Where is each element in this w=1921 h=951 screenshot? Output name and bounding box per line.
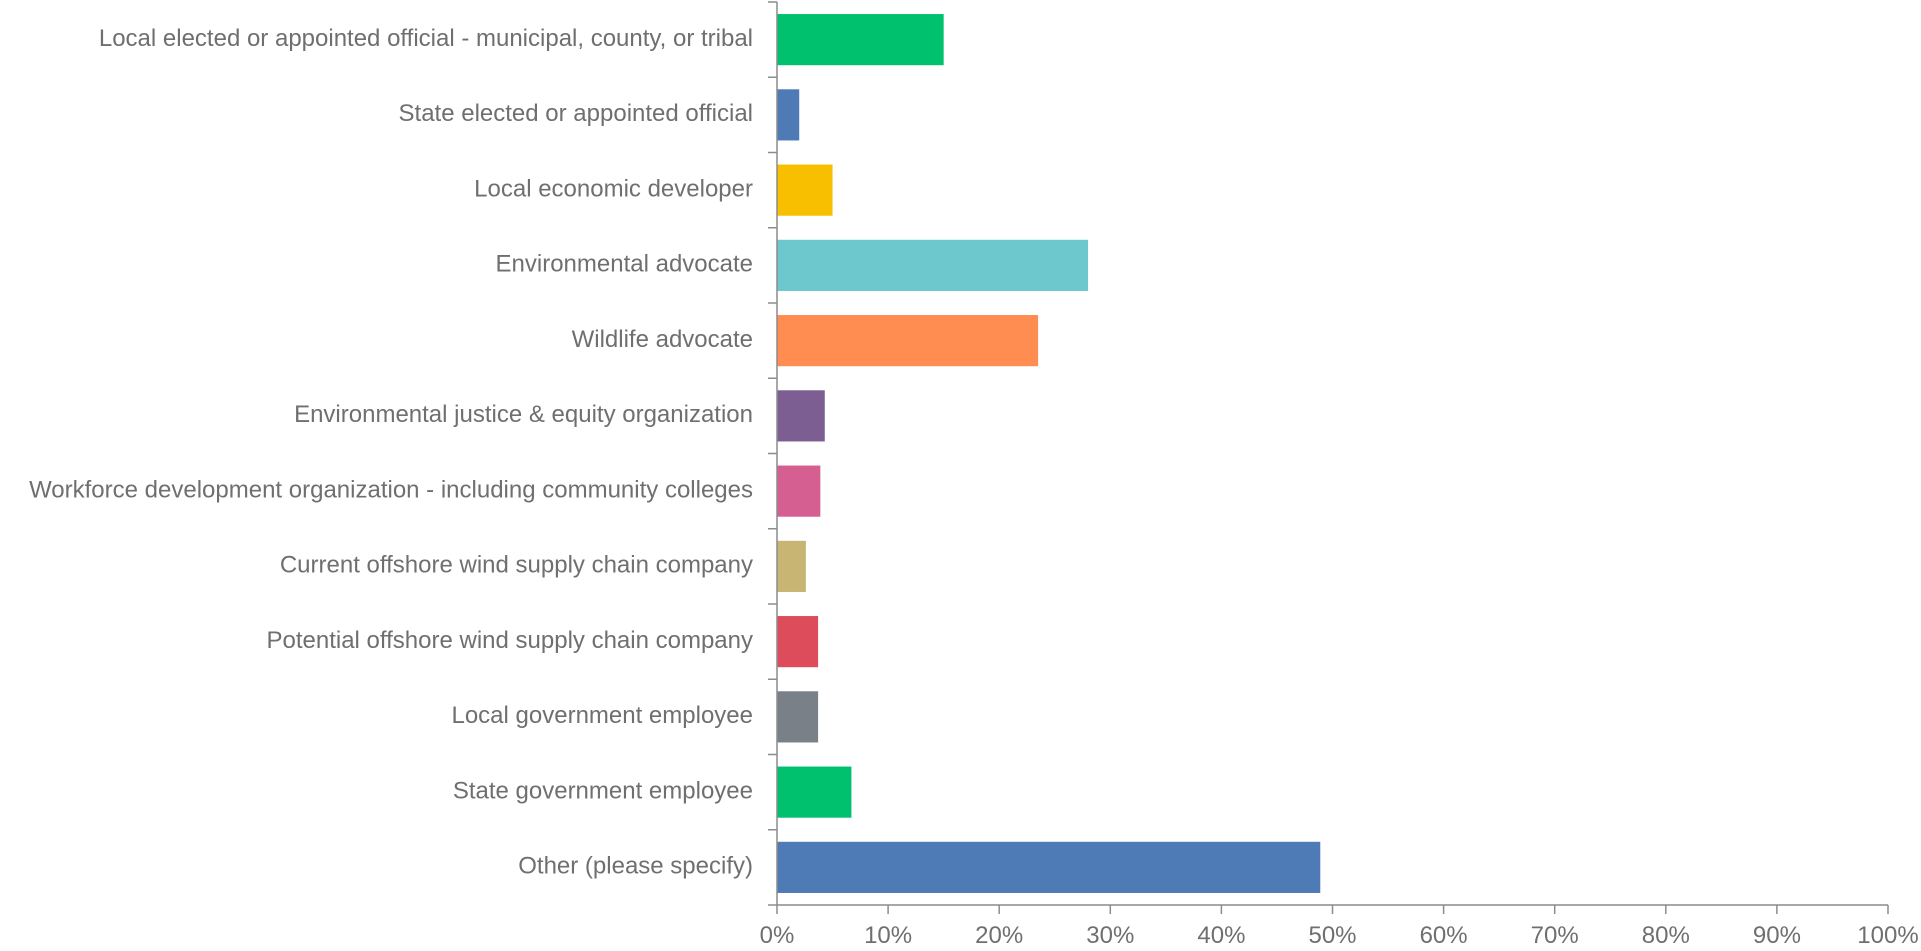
- bar-4: [777, 239, 1089, 291]
- category-label-7: Workforce development organization - inc…: [29, 476, 753, 503]
- category-label-2: State elected or appointed official: [399, 100, 753, 127]
- category-label-11: State government employee: [453, 777, 753, 804]
- x-axis-ticks-group: 0% 10% 20% 30% 40% 50% 60% 70% 80% 90% 100%: [760, 905, 1919, 949]
- category-label-10: Local government employee: [451, 702, 753, 729]
- x-tick-label-10: 100%: [1857, 922, 1918, 949]
- x-tick-label-2: 20%: [975, 922, 1023, 949]
- x-tick-label-1: 10%: [864, 922, 912, 949]
- bar-9: [777, 616, 819, 668]
- x-tick-label-6: 60%: [1420, 922, 1468, 949]
- x-tick-label-7: 70%: [1531, 922, 1579, 949]
- x-tick-label-4: 40%: [1197, 922, 1245, 949]
- bar-5: [777, 315, 1039, 367]
- category-label-5: Wildlife advocate: [572, 326, 753, 353]
- bar-11: [777, 766, 852, 818]
- y-axis-ticks-group: [768, 1, 777, 906]
- bar-8: [777, 540, 806, 592]
- category-label-8: Current offshore wind supply chain compa…: [280, 552, 753, 579]
- category-label-4: Environmental advocate: [496, 251, 753, 278]
- category-label-1: Local elected or appointed official - mu…: [99, 25, 753, 52]
- bar-12: [777, 841, 1321, 893]
- category-label-6: Environmental justice & equity organizat…: [294, 401, 753, 428]
- bar-2: [777, 89, 800, 141]
- category-label-12: Other (please specify): [518, 853, 753, 880]
- x-tick-label-8: 80%: [1642, 922, 1690, 949]
- category-label-3: Local economic developer: [474, 175, 753, 202]
- x-tick-label-0: 0%: [760, 922, 795, 949]
- bars-group: [777, 14, 1321, 893]
- bar-10: [777, 691, 819, 743]
- bar-1: [777, 14, 944, 66]
- bar-7: [777, 465, 821, 517]
- category-labels-group: Local elected or appointed official - mu…: [29, 25, 753, 880]
- bar-6: [777, 390, 825, 442]
- x-tick-label-5: 50%: [1308, 922, 1356, 949]
- x-tick-label-9: 90%: [1753, 922, 1801, 949]
- x-tick-label-3: 30%: [1086, 922, 1134, 949]
- bar-3: [777, 164, 833, 216]
- category-label-9: Potential offshore wind supply chain com…: [266, 627, 753, 654]
